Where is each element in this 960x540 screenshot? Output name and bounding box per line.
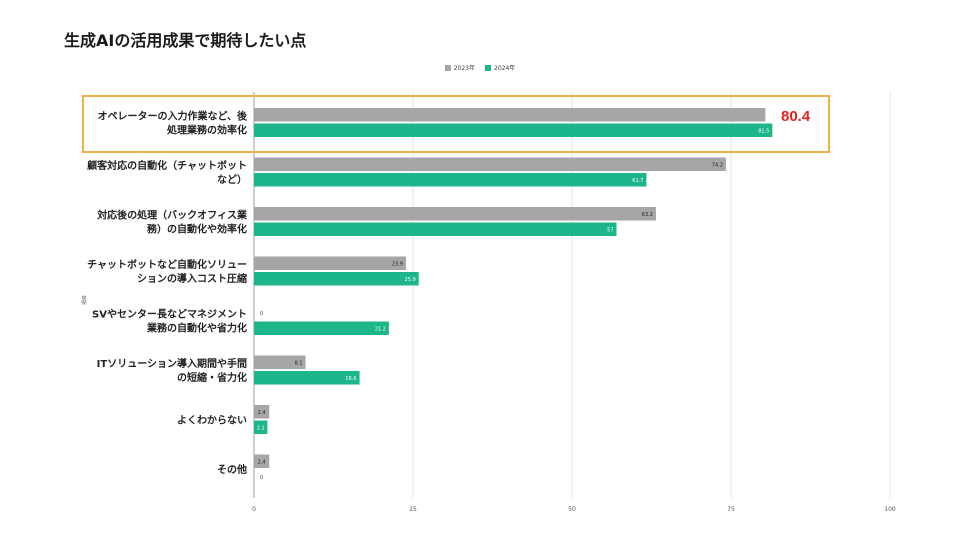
bar-2024 <box>254 272 419 286</box>
legend: 2023年 2024年 <box>0 63 960 73</box>
bar-2024 <box>254 173 647 187</box>
bar-value-label: 0 <box>260 475 263 481</box>
labels: 0 25 50 75 100 項目 81.5 オペレーターの入力作業など、後処理業務の効率化 7… <box>82 95 896 513</box>
highlight-box <box>82 95 830 153</box>
bars <box>254 108 773 468</box>
x-tick-label: 50 <box>568 506 576 513</box>
bar-value-label: 16.6 <box>345 376 356 382</box>
category-label: SVやセンター長などマネジメント業務の自動化や省力化 <box>92 308 247 335</box>
bar-2023 <box>254 108 766 122</box>
bar-2023 <box>254 207 656 221</box>
bar-2024 <box>254 123 773 137</box>
x-tick-label: 0 <box>252 506 256 513</box>
legend-swatch <box>485 64 491 71</box>
category-label: チャットボットなど自動化ソリューションの導入コスト圧縮 <box>87 258 247 285</box>
chart-title: 生成AIの活用成果で期待したい点 <box>64 31 307 50</box>
bar-2024 <box>254 371 360 385</box>
x-tick-label: 75 <box>727 506 735 513</box>
bar-value-label: 23.9 <box>392 261 403 267</box>
y-axis-title: 項目 <box>82 295 88 305</box>
category-label: よくわからない <box>177 415 247 427</box>
bar-value-label: 25.9 <box>405 277 416 283</box>
bar-2023 <box>254 405 270 419</box>
bar-value-label: 63.2 <box>642 212 653 218</box>
bar-value-label: 8.1 <box>295 360 303 366</box>
bar-2024 <box>254 222 617 236</box>
bar-value-label: 74.2 <box>712 162 723 168</box>
x-tick-label: 100 <box>884 506 896 513</box>
legend-label: 2023年 <box>453 65 475 72</box>
bar-value-label: 81.5 <box>758 128 769 134</box>
bar-2023 <box>254 157 726 171</box>
callout-value: 80.4 <box>781 108 811 125</box>
bar-value-label: 57 <box>607 227 613 233</box>
bar-value-label: 2.1 <box>257 425 265 431</box>
legend-label: 2024年 <box>494 65 516 72</box>
category-label: オペレーターの入力作業など、後処理業務の効率化 <box>98 110 248 137</box>
bar-2023 <box>254 256 407 270</box>
bar-2023 <box>254 454 270 468</box>
bar-2024 <box>254 321 389 335</box>
legend-swatch <box>444 64 451 71</box>
bar-2023 <box>254 355 306 369</box>
bar-value-label: 2.4 <box>258 459 266 465</box>
bar-value-label: 21.2 <box>375 326 386 332</box>
bar-value-label: 0 <box>260 311 263 317</box>
category-label: その他 <box>217 463 247 476</box>
legend-item: 2024年 <box>485 63 515 72</box>
legend-item: 2023年 <box>444 63 475 72</box>
category-label: 対応後の処理（バックオフィス業務）の自動化や効率化 <box>96 209 248 236</box>
category-label: 顧客対応の自動化（チャットボットなど） <box>87 159 247 186</box>
bar-value-label: 2.4 <box>258 410 266 416</box>
x-tick-label: 25 <box>409 506 417 513</box>
bar-value-label: 61.7 <box>632 178 643 184</box>
bar-2024 <box>254 420 268 434</box>
category-label: ITソリューション導入期間や手間の短縮・省力化 <box>97 357 247 384</box>
